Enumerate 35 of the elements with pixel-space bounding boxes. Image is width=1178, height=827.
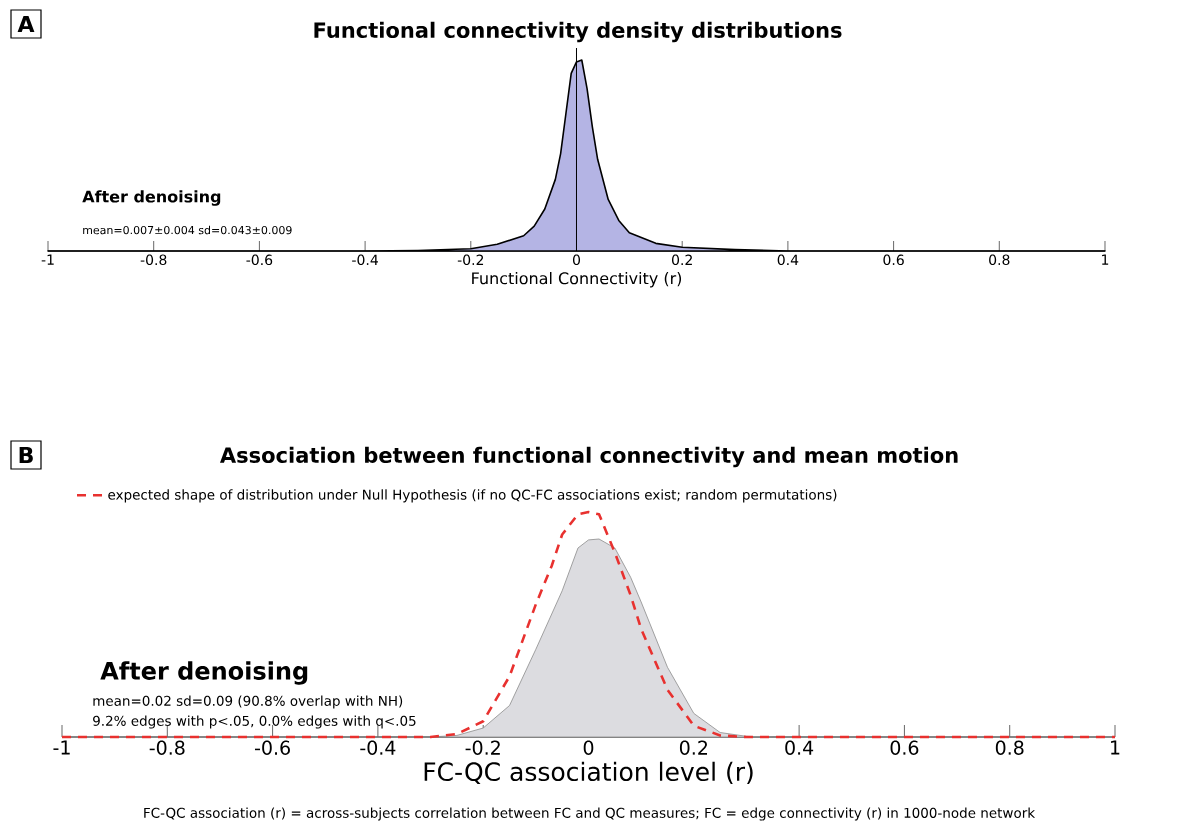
annotation: After denoising <box>82 190 221 206</box>
x-tick-label: 0.8 <box>989 254 1010 266</box>
x-tick-label: -1 <box>53 740 70 755</box>
text: A <box>17 15 35 33</box>
x-tick-label: -0.6 <box>254 740 290 755</box>
x-tick-label: 0.6 <box>883 254 904 266</box>
x-tick-label: 0 <box>583 740 594 755</box>
annotation: After denoising <box>100 661 308 685</box>
x-axis-title: Functional Connectivity (r) <box>472 271 682 288</box>
x-tick-label: -0.4 <box>352 254 378 266</box>
x-tick-label: 0.6 <box>890 740 919 755</box>
x-tick-label: -0.6 <box>246 254 273 266</box>
annotation: 9.2% edges with p<.05, 0.0% edges with q<.05 <box>93 715 416 729</box>
x-tick-label: 0 <box>572 254 581 266</box>
x-tick-label: 1 <box>1111 740 1120 755</box>
x-tick-label: 0.8 <box>995 740 1024 755</box>
annotation: mean=0.02 sd=0.09 (90.8% overlap with NH) <box>93 695 403 709</box>
text: B <box>19 446 33 464</box>
x-tick-label: 1 <box>1102 254 1109 265</box>
annotation: mean=0.007±0.004 sd=0.043±0.009 <box>83 225 292 235</box>
x-tick-label: 0.2 <box>671 254 692 266</box>
x-tick-label: 0.2 <box>679 740 708 755</box>
x-tick-label: 0.4 <box>785 740 814 755</box>
legend-label: expected shape of distribution under Null Hypothesis (if no QC-FC associations exist; random permutations) <box>108 489 837 503</box>
chart-title: Functional connectivity density distributions <box>314 21 842 43</box>
x-tick-label: 0.4 <box>777 254 799 266</box>
x-axis-title: FC-QC association level (r) <box>424 761 753 785</box>
x-tick-label: -0.2 <box>457 254 484 266</box>
x-tick-label: -0.8 <box>140 254 167 266</box>
chart-title: Association between functional connectivity and mean motion <box>220 446 958 468</box>
x-tick-label: -0.4 <box>360 740 396 755</box>
x-tick-label: -1 <box>41 254 54 265</box>
text: FC-QC association (r) = across-subjects correlation between FC and QC measures; FC = edge connectivity (r) in 1000-node network <box>144 807 1036 821</box>
x-tick-label: -0.2 <box>465 740 500 755</box>
x-tick-label: -0.8 <box>149 740 185 755</box>
